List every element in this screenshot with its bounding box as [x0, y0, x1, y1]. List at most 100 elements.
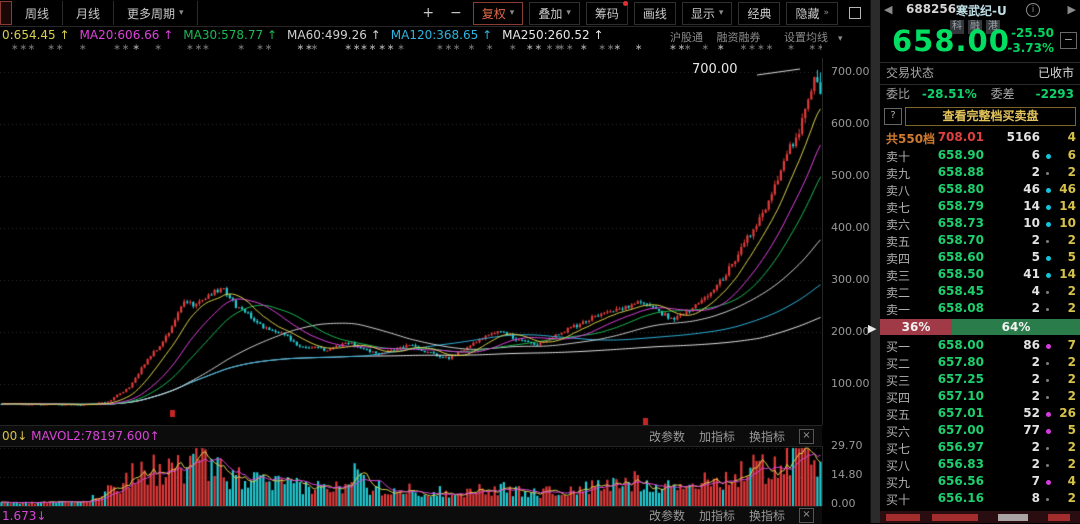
classic-button[interactable]: 经典: [738, 1, 781, 25]
order-row-buy-3[interactable]: 买三 657.25 2 2: [880, 372, 1080, 389]
adjust-price-label: 复权: [481, 6, 506, 21]
volume-chart[interactable]: [0, 446, 822, 506]
event-marker-icon: ∗: [237, 43, 246, 53]
order-extra: 5: [1067, 250, 1076, 264]
chips-button[interactable]: 筹码: [585, 0, 628, 25]
minimize-button[interactable]: −: [1060, 32, 1077, 49]
order-price: 658.79: [937, 199, 984, 213]
stock-name: 寒武纪-U: [956, 4, 1007, 18]
price-tick: 600.00: [831, 117, 870, 130]
order-extra: 7: [1067, 338, 1076, 352]
price-change: -25.50 -3.73%: [988, 26, 1054, 56]
event-marker-icon: ∗: [613, 43, 622, 53]
event-marker-icon: ∗∗: [296, 43, 314, 53]
fullscreen-button[interactable]: [844, 5, 866, 21]
order-extra: 14: [1059, 199, 1076, 213]
tab-partial-daily[interactable]: [0, 1, 12, 25]
switch-indicator-button[interactable]: 换指标: [748, 509, 785, 523]
order-row-sell-3[interactable]: 卖八 658.80 46 46: [880, 182, 1080, 199]
link-shanghai-connect[interactable]: 沪股通: [670, 31, 703, 44]
order-level-label: 买七: [886, 442, 911, 456]
order-extra: 2: [1067, 389, 1076, 403]
order-dot-icon: [1046, 154, 1051, 159]
stock-badges: 科 融 港: [950, 20, 1004, 34]
order-row-buy-1[interactable]: 买一 658.00 86 7: [880, 338, 1080, 355]
order-row-sell-7[interactable]: 卖四 658.60 5 5: [880, 250, 1080, 267]
order-volume: 77: [1023, 423, 1040, 437]
event-marker-icon: ∗∗: [525, 43, 544, 53]
tab-monthly[interactable]: 月线: [63, 1, 115, 25]
info-icon[interactable]: i: [1026, 3, 1040, 17]
close-icon[interactable]: ×: [799, 428, 814, 444]
order-dot-icon: [1046, 205, 1051, 210]
order-row-buy-7[interactable]: 买七 656.97 2 2: [880, 440, 1080, 457]
order-book-summary[interactable]: 共550档 708.01 5166 4: [880, 130, 1080, 147]
add-indicator-button[interactable]: 加指标: [698, 509, 735, 523]
zoom-in-button[interactable]: +: [422, 5, 435, 21]
order-price: 657.25: [937, 372, 984, 386]
order-price: 657.80: [937, 355, 984, 369]
order-row-buy-5[interactable]: 买五 657.01 52 26: [880, 406, 1080, 423]
ma-label-5: MA250:260.52 ↑: [502, 28, 604, 42]
event-marker-icon: ∗∗: [545, 43, 563, 53]
tab-more-periods[interactable]: 更多周期 ▾: [114, 1, 198, 25]
order-row-sell-2[interactable]: 卖九 658.88 2 2: [880, 165, 1080, 182]
order-row-sell-9[interactable]: 卖二 658.45 4 2: [880, 284, 1080, 301]
adjust-price-button[interactable]: 复权 ▾: [472, 1, 524, 25]
order-row-sell-5[interactable]: 卖六 658.73 10 10: [880, 216, 1080, 233]
order-volume: 5: [1031, 250, 1040, 264]
overlay-button[interactable]: 叠加 ▾: [529, 1, 580, 25]
order-extra: 46: [1059, 182, 1076, 196]
change-params-button[interactable]: 改参数: [648, 429, 685, 444]
order-row-sell-10[interactable]: 卖一 658.08 2 2: [880, 301, 1080, 318]
change-params-button[interactable]: 改参数: [648, 509, 685, 523]
badge-hk-connect: 港: [986, 20, 1000, 34]
order-level-label: 买一: [886, 340, 911, 354]
collapse-handle-icon[interactable]: ▶: [868, 322, 877, 335]
order-row-buy-9[interactable]: 买九 656.56 7 4: [880, 474, 1080, 491]
chevron-down-icon: ▾: [838, 34, 843, 44]
order-row-buy-6[interactable]: 买六 657.00 77 5: [880, 423, 1080, 440]
main-price-chart[interactable]: [0, 58, 822, 425]
volume-indicator-bar: 00↓ MAVOL2:78197.600↑ 改参数 加指标 换指标 ×: [0, 425, 822, 447]
badge-margin: 融: [968, 20, 982, 34]
link-ma-settings[interactable]: 设置均线 ▾: [774, 31, 843, 44]
event-marker-icon: ∗∗: [808, 43, 822, 53]
order-extra: 5: [1067, 423, 1076, 437]
order-level-label: 卖十: [886, 150, 911, 164]
zoom-out-button[interactable]: −: [450, 5, 462, 21]
hide-button[interactable]: 隐藏 »: [786, 1, 838, 25]
tab-weekly[interactable]: 周线: [12, 1, 64, 25]
display-button[interactable]: 显示 ▾: [681, 1, 733, 25]
order-row-buy-10[interactable]: 买十 656.16 8 2: [880, 491, 1080, 508]
next-stock-icon[interactable]: ▶: [1067, 3, 1076, 16]
volume-axis: 29.70 14.80 0.00: [822, 439, 871, 510]
add-indicator-button[interactable]: 加指标: [698, 429, 735, 444]
close-icon[interactable]: ×: [799, 508, 814, 523]
peak-price-label: 700.00: [692, 62, 738, 77]
order-row-sell-4[interactable]: 卖七 658.79 14 14: [880, 199, 1080, 216]
order-row-sell-8[interactable]: 卖三 658.50 41 14: [880, 267, 1080, 284]
order-row-buy-2[interactable]: 买二 657.80 2 2: [880, 355, 1080, 372]
order-dot-icon: [1046, 308, 1049, 311]
draw-line-button[interactable]: 画线: [633, 1, 676, 25]
order-row-buy-8[interactable]: 买八 656.83 2 2: [880, 457, 1080, 474]
order-level-label: 卖七: [886, 201, 911, 215]
event-marker-icon: ∗: [467, 43, 477, 53]
event-marker-icon: ∗: [485, 43, 495, 53]
link-margin-trading[interactable]: 融资融券: [716, 31, 761, 44]
order-row-sell-6[interactable]: 卖五 658.70 2 2: [880, 233, 1080, 250]
view-full-book-button[interactable]: 查看完整档买卖盘: [905, 107, 1076, 126]
switch-indicator-button[interactable]: 换指标: [748, 429, 785, 444]
order-level-label: 买三: [886, 374, 911, 388]
order-row-sell-1[interactable]: 卖十 658.90 6 6: [880, 148, 1080, 165]
help-icon[interactable]: ?: [884, 108, 902, 125]
event-marker-icon: ∗: [634, 43, 644, 53]
current-price: 658.00: [892, 24, 1010, 58]
order-row-buy-4[interactable]: 买四 657.10 2 2: [880, 389, 1080, 406]
ma-label-1: MA20:606.66 ↑: [79, 28, 174, 42]
prev-stock-icon[interactable]: ◀: [884, 3, 893, 16]
order-price: 656.56: [937, 474, 984, 488]
event-marker-icon: ∗∗: [113, 43, 131, 53]
order-price: 658.45: [937, 284, 984, 298]
